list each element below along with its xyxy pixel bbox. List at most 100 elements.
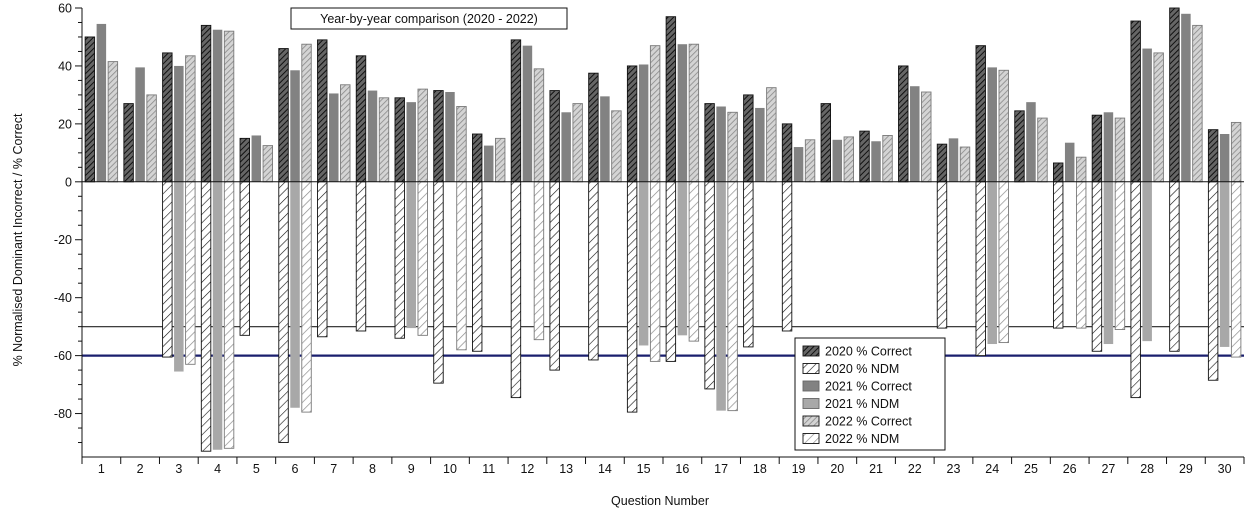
bar-2021-correct-q5 bbox=[251, 135, 262, 182]
legend: 2020 % Correct 2020 % NDM 2021 % Correct 20… bbox=[794, 337, 946, 451]
bar-2022-correct-q13 bbox=[572, 103, 583, 183]
bar-2021-correct-q6 bbox=[290, 70, 300, 182]
bar-2022-correct-q19 bbox=[804, 139, 816, 183]
bar-2022-correct-q27 bbox=[1114, 117, 1126, 183]
bar-2022-ndm-q16 bbox=[688, 181, 700, 342]
bar-2022-ndm-q9 bbox=[417, 181, 428, 336]
bar-2022-ndm-q12 bbox=[533, 181, 545, 341]
bar-2020-ndm-q26 bbox=[1052, 181, 1064, 329]
bar-2020-ndm-q16 bbox=[665, 181, 677, 362]
bar-2022-correct-q4 bbox=[223, 30, 235, 183]
bar-2021-correct-q19 bbox=[793, 147, 804, 182]
bar-2021-correct-q26 bbox=[1064, 142, 1075, 182]
bar-2020-correct-q24 bbox=[975, 45, 986, 183]
x-tick-label: 6 bbox=[292, 462, 299, 476]
bar-2020-correct-q4 bbox=[200, 24, 212, 183]
bar-2020-ndm-q6 bbox=[278, 181, 289, 443]
x-tick-label: 8 bbox=[369, 462, 376, 476]
x-tick-label: 10 bbox=[443, 462, 457, 476]
bar-2020-correct-q18 bbox=[743, 94, 754, 183]
x-tick-label: 9 bbox=[408, 462, 415, 476]
bar-2021-correct-q10 bbox=[445, 92, 455, 182]
bar-2022-correct-q18 bbox=[766, 87, 777, 183]
legend-swatch bbox=[802, 345, 820, 357]
bar-2020-correct-q12 bbox=[510, 39, 522, 183]
bar-2020-ndm-q10 bbox=[433, 181, 444, 384]
x-tick-label: 24 bbox=[985, 462, 999, 476]
bar-2021-correct-q14 bbox=[600, 96, 610, 182]
y-tick-label: 60 bbox=[58, 2, 72, 16]
bar-2020-ndm-q8 bbox=[355, 181, 367, 332]
bar-2020-ndm-q23 bbox=[936, 181, 948, 329]
bar-2020-ndm-q24 bbox=[975, 181, 986, 357]
bar-2020-ndm-q13 bbox=[549, 181, 560, 371]
x-tick-label: 3 bbox=[175, 462, 182, 476]
bar-2020-ndm-q19 bbox=[781, 181, 793, 332]
bar-2022-correct-q16 bbox=[688, 43, 700, 183]
bar-2021-correct-q1 bbox=[96, 23, 107, 182]
bar-2021-ndm-q27 bbox=[1103, 181, 1114, 345]
x-tick-label: 28 bbox=[1140, 462, 1154, 476]
bar-2021-ndm-q17 bbox=[716, 181, 726, 411]
legend-label: 2022 % NDM bbox=[825, 432, 899, 446]
bar-2021-ndm-q3 bbox=[174, 181, 184, 372]
bar-2022-ndm-q17 bbox=[727, 181, 738, 412]
bar-2020-ndm-q5 bbox=[239, 181, 251, 336]
x-axis-label: Question Number bbox=[611, 494, 709, 508]
legend-swatch bbox=[802, 363, 820, 374]
y-tick-label: -20 bbox=[54, 233, 72, 247]
y-tick-label: -40 bbox=[54, 291, 72, 305]
bar-2022-ndm-q15 bbox=[649, 181, 661, 362]
bar-2021-correct-q12 bbox=[522, 45, 533, 182]
y-tick-label: 20 bbox=[58, 117, 72, 131]
bar-2020-correct-q2 bbox=[123, 103, 134, 183]
bar-2021-correct-q21 bbox=[871, 141, 881, 182]
legend-label: 2020 % Correct bbox=[825, 345, 912, 359]
bar-2021-correct-q17 bbox=[716, 106, 726, 182]
y-tick-label: 0 bbox=[65, 175, 72, 189]
bar-2020-correct-q9 bbox=[394, 97, 405, 183]
y-tick-label: -80 bbox=[54, 407, 72, 421]
bar-2021-correct-q28 bbox=[1142, 48, 1152, 182]
bars-layer bbox=[84, 7, 1242, 452]
bar-2021-correct-q22 bbox=[910, 86, 920, 182]
bar-2020-ndm-q17 bbox=[704, 181, 715, 390]
bar-2020-ndm-q14 bbox=[588, 181, 599, 361]
bar-2020-correct-q26 bbox=[1052, 162, 1064, 183]
bar-2020-correct-q16 bbox=[665, 16, 677, 183]
bar-2021-ndm-q28 bbox=[1142, 181, 1152, 342]
bar-2020-correct-q23 bbox=[936, 143, 948, 183]
bar-2022-correct-q8 bbox=[378, 97, 390, 183]
bar-2021-correct-q23 bbox=[948, 138, 959, 182]
bar-2021-correct-q20 bbox=[832, 139, 843, 182]
x-tick-label: 29 bbox=[1179, 462, 1193, 476]
bar-2021-correct-q15 bbox=[638, 64, 649, 182]
x-tick-label: 19 bbox=[792, 462, 806, 476]
x-tick-label: 15 bbox=[637, 462, 651, 476]
bar-2022-correct-q15 bbox=[649, 45, 661, 183]
bar-2021-correct-q29 bbox=[1181, 13, 1191, 182]
x-tick-label: 20 bbox=[830, 462, 844, 476]
bar-2020-correct-q29 bbox=[1169, 7, 1180, 183]
bar-2020-correct-q13 bbox=[549, 90, 560, 183]
bar-2021-correct-q11 bbox=[483, 145, 494, 182]
chart-title: Year-by-year comparison (2020 - 2022) bbox=[290, 7, 568, 30]
bar-2022-correct-q10 bbox=[456, 106, 467, 183]
x-tick-label: 16 bbox=[675, 462, 689, 476]
legend-swatch bbox=[802, 415, 820, 427]
bar-2020-ndm-q11 bbox=[472, 181, 483, 352]
bar-2020-correct-q28 bbox=[1130, 20, 1141, 183]
bar-2022-correct-q9 bbox=[417, 88, 428, 183]
bar-2020-correct-q21 bbox=[859, 130, 870, 183]
bar-2021-correct-q18 bbox=[755, 107, 765, 182]
legend-swatch bbox=[802, 380, 820, 392]
x-tick-label: 22 bbox=[908, 462, 922, 476]
x-tick-label: 13 bbox=[559, 462, 573, 476]
bar-2021-ndm-q24 bbox=[987, 181, 997, 345]
bar-2020-ndm-q30 bbox=[1207, 181, 1219, 381]
bar-2021-correct-q8 bbox=[367, 90, 378, 182]
title-box bbox=[290, 7, 568, 30]
bar-2020-correct-q6 bbox=[278, 48, 289, 183]
bar-2020-correct-q3 bbox=[162, 52, 173, 183]
